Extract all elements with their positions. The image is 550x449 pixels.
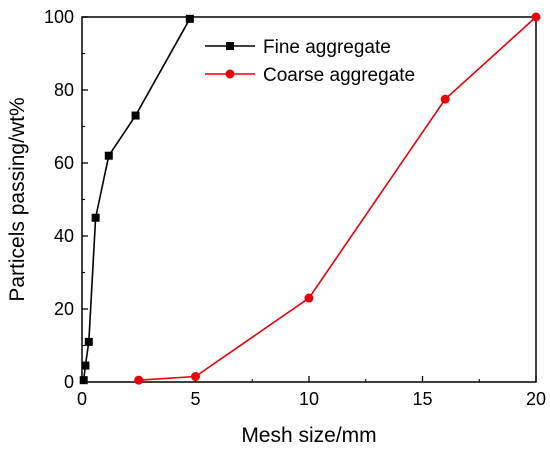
x-axis: 0 5 10 15 20 [77, 376, 546, 409]
x-tick-label: 15 [412, 389, 432, 409]
data-point [81, 361, 90, 370]
y-tick-label: 20 [54, 299, 74, 319]
data-point [91, 213, 100, 222]
data-point [191, 372, 200, 382]
y-tick-label: 60 [54, 153, 74, 173]
legend: Fine aggregate Coarse aggregate [205, 37, 415, 86]
data-point [440, 94, 450, 104]
y-tick-label: 0 [64, 372, 74, 392]
data-point [185, 14, 194, 23]
data-point [104, 151, 113, 160]
data-point [79, 376, 88, 385]
data-point [226, 42, 234, 50]
x-tick-label: 10 [299, 389, 319, 409]
series-fine-aggregate [79, 14, 194, 385]
y-axis-label: Particels passing/wt% [6, 97, 29, 301]
series-coarse-aggregate [134, 12, 541, 385]
data-point [531, 12, 541, 22]
series-line [82, 18, 191, 381]
data-point [304, 293, 314, 303]
x-tick-label: 0 [77, 389, 87, 409]
x-tick-label: 5 [190, 389, 200, 409]
data-point [84, 337, 93, 346]
y-tick-label: 40 [54, 226, 74, 246]
legend-label: Fine aggregate [263, 37, 391, 58]
data-point [131, 111, 140, 120]
data-point [134, 375, 144, 385]
legend-label: Coarse aggregate [263, 65, 415, 86]
data-point [225, 69, 235, 79]
y-axis: 0 20 40 60 80 100 [44, 7, 88, 392]
x-axis-label: Mesh size/mm [241, 424, 376, 447]
y-tick-label: 100 [44, 7, 74, 27]
legend-item: Coarse aggregate [205, 65, 415, 86]
y-tick-label: 80 [54, 80, 74, 100]
x-tick-label: 20 [526, 389, 546, 409]
legend-item: Fine aggregate [205, 37, 391, 58]
series-layer [79, 12, 541, 385]
